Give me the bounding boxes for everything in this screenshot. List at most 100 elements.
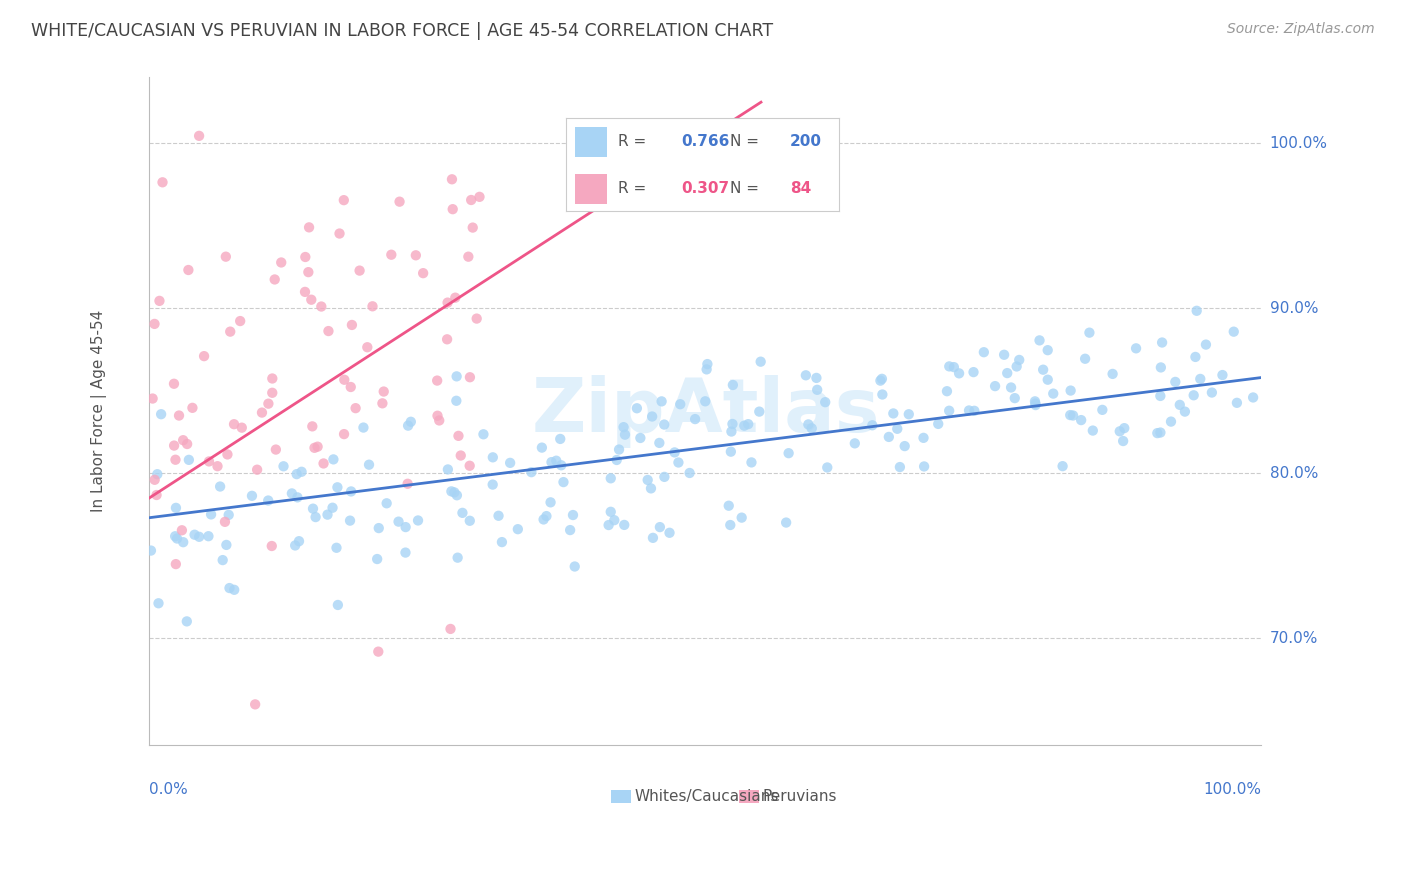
Point [740,455,762,469]
Point [200,508,222,522]
Point [1004,391,1026,405]
Point [412,266,434,280]
Point [648,520,671,534]
Point [285,467,308,482]
Point [167,409,190,423]
Point [678,466,700,480]
Point [148,293,170,308]
Point [1168,398,1191,412]
Point [263,272,285,286]
Point [344,401,367,416]
Point [439,622,461,636]
Point [436,332,458,346]
Point [198,454,221,468]
Point [1146,426,1168,441]
Point [606,453,628,467]
Point [1185,303,1208,318]
Point [262,371,284,385]
Point [893,439,915,453]
Point [1164,375,1187,389]
Point [436,295,458,310]
Point [499,456,522,470]
Point [218,508,240,522]
Point [229,314,252,328]
Point [637,473,659,487]
Point [143,317,166,331]
Point [651,394,673,409]
Point [183,527,205,541]
Point [1112,434,1135,448]
Point [446,550,468,565]
Point [176,615,198,629]
Point [1114,421,1136,435]
Point [1108,425,1130,439]
Point [446,393,468,408]
Point [325,541,347,555]
Point [1062,409,1084,423]
Point [406,513,429,527]
Point [224,582,246,597]
Point [794,368,817,383]
Point [491,535,513,549]
Point [426,409,449,423]
Point [165,529,187,543]
Point [231,420,253,434]
Point [380,248,402,262]
Point [1149,389,1171,403]
Point [172,433,194,447]
Point [938,403,960,417]
Point [720,425,742,439]
Point [797,417,820,432]
Point [613,420,636,434]
Point [326,598,349,612]
Point [558,523,581,537]
Point [648,436,671,450]
Point [963,404,986,418]
Point [396,418,419,433]
Point [1070,413,1092,427]
Point [628,431,651,445]
Point [696,362,718,376]
Point [447,429,470,443]
Point [1150,360,1173,375]
Point [318,324,340,338]
Point [172,535,194,549]
Point [1101,367,1123,381]
Point [396,476,419,491]
Point [333,427,356,442]
Point [302,501,325,516]
Point [533,512,555,526]
Point [1036,373,1059,387]
Point [444,291,467,305]
Point [287,491,309,505]
Point [170,523,193,537]
Text: In Labor Force | Age 45-54: In Labor Force | Age 45-54 [91,310,107,513]
Point [553,475,575,489]
Point [748,404,770,418]
Point [1184,350,1206,364]
Point [737,417,759,431]
Point [815,460,838,475]
Point [1074,351,1097,366]
Point [468,190,491,204]
Point [664,445,686,459]
Point [472,427,495,442]
Point [1174,404,1197,418]
Point [536,509,558,524]
Point [733,418,755,433]
Point [562,508,585,522]
Point [304,441,326,455]
Point [488,508,510,523]
Point [270,255,292,269]
Point [294,285,316,299]
Point [683,412,706,426]
Point [193,349,215,363]
Point [446,488,468,502]
Point [654,470,676,484]
Point [165,557,187,571]
Point [749,354,772,368]
Point [371,396,394,410]
Point [446,369,468,384]
Point [912,459,935,474]
Point [207,459,229,474]
